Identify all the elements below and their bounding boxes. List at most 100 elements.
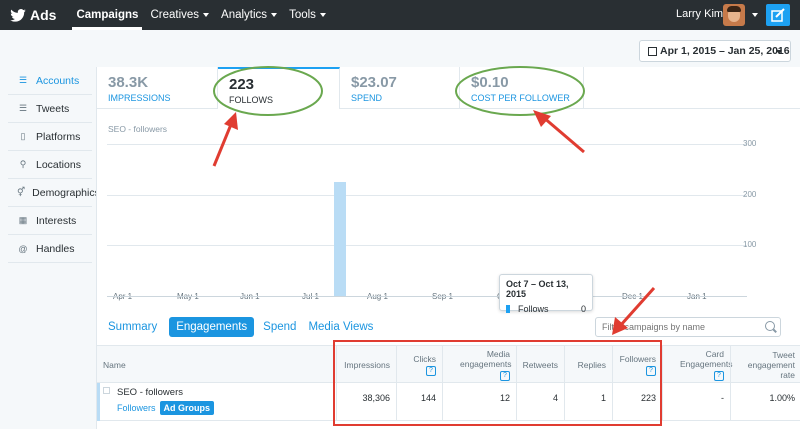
avatar-hair [727, 6, 741, 12]
help-icon[interactable]: ? [426, 366, 436, 376]
metric-value: $0.10 [471, 74, 509, 91]
nav-campaigns-label: Campaigns [76, 9, 139, 21]
sidebar-item-tweets[interactable]: ☰ Tweets [8, 95, 92, 123]
help-icon[interactable]: ? [646, 366, 656, 376]
sidebar-item-handles[interactable]: @ Handles [8, 235, 92, 263]
metric-label: SPEND [351, 93, 383, 103]
date-range-label: Apr 1, 2015 – Jan 25, 2016 [660, 45, 790, 57]
twitter-bird-icon [10, 8, 26, 22]
cell-followers: 223 [612, 383, 662, 421]
cell-tweet-engagement-rate: 1.00% [730, 383, 800, 421]
view-tabs: Summary Engagements Spend Media Views [108, 317, 385, 337]
tooltip-label: Follows [518, 304, 549, 314]
brand-label: Ads [30, 7, 57, 23]
sidebar: ☰ Accounts ☰ Tweets ▯ Platforms ⚲ Locations … [8, 67, 100, 263]
col-impressions[interactable]: Impressions [336, 346, 396, 384]
y-tick-label: 100 [743, 240, 757, 250]
sidebar-item-accounts[interactable]: ☰ Accounts [8, 67, 92, 95]
tab-media-views[interactable]: Media Views [308, 321, 374, 333]
col-clicks[interactable]: Clicks? [396, 346, 442, 384]
tooltip-swatch [506, 305, 510, 313]
sidebar-item-label: Handles [36, 242, 75, 255]
filter-campaigns-input[interactable] [595, 317, 781, 337]
nav-tools[interactable]: Tools [289, 0, 326, 30]
sidebar-item-label: Platforms [36, 130, 81, 143]
col-label: Name [103, 360, 126, 370]
help-icon[interactable]: ? [500, 371, 510, 381]
list-icon: ☰ [18, 103, 28, 113]
col-card-engagements[interactable]: Card Engagements? [662, 346, 733, 384]
nav-analytics[interactable]: Analytics [221, 0, 278, 30]
tab-spend[interactable]: Spend [263, 321, 297, 333]
sidebar-item-demographics[interactable]: ⚥ Demographics [8, 179, 100, 207]
gridline [107, 194, 747, 196]
metric-value: 223 [229, 76, 255, 93]
cell-media-engagements: 12 [442, 383, 516, 421]
metric-value: $23.07 [351, 74, 397, 91]
col-tweet-engagement-rate[interactable]: Tweet engagement rate [730, 346, 800, 384]
avatar[interactable] [723, 4, 745, 26]
sidebar-item-locations[interactable]: ⚲ Locations [8, 151, 92, 179]
metric-spend[interactable]: $23.07 SPEND [340, 67, 460, 109]
col-label: Clicks [413, 354, 436, 364]
col-label: Card Engagements [680, 349, 733, 369]
sidebar-item-interests[interactable]: ▦ Interests [8, 207, 92, 235]
top-nav: Ads Campaigns Creatives Analytics Tools … [0, 0, 800, 30]
cell-clicks: 144 [396, 383, 442, 421]
sidebar-item-platforms[interactable]: ▯ Platforms [8, 123, 92, 151]
tooltip-title: Oct 7 – Oct 13, 2015 [506, 279, 569, 299]
col-label: Retweets [522, 360, 558, 370]
nav-tools-label: Tools [289, 9, 316, 21]
table-row[interactable]: SEO - followers Followers Ad Groups 38,3… [97, 383, 800, 421]
phone-icon: ▯ [20, 131, 26, 141]
cell-card-engagements: - [662, 383, 730, 421]
metric-cost-per-follower[interactable]: $0.10 COST PER FOLLOWER [460, 67, 584, 109]
metric-follows[interactable]: 223 FOLLOWS [218, 67, 340, 109]
main-panel: 38.3K IMPRESSIONS 223 FOLLOWS $23.07 SPEND … [96, 67, 800, 429]
sidebar-item-label: Demographics [32, 186, 100, 199]
col-media-engagements[interactable]: Media engagements? [442, 346, 516, 384]
cell-retweets: 4 [516, 383, 564, 421]
gender-icon: ⚥ [17, 187, 26, 197]
tooltip-value: 0 [580, 304, 586, 314]
metric-bar: 38.3K IMPRESSIONS 223 FOLLOWS $23.07 SPEND … [97, 67, 800, 109]
ad-groups-badge[interactable]: Ad Groups [159, 401, 215, 415]
chart-title: SEO - followers [108, 124, 168, 134]
compose-glyph [771, 8, 785, 22]
col-replies[interactable]: Replies [564, 346, 612, 384]
cell-replies: 1 [564, 383, 612, 421]
date-range-picker[interactable]: Apr 1, 2015 – Jan 25, 2016 [639, 40, 791, 62]
campaign-objective[interactable]: Followers [117, 403, 156, 413]
brand[interactable]: Ads [10, 7, 56, 23]
campaign-name[interactable]: SEO - followers [117, 387, 183, 398]
sidebar-item-label: Interests [36, 214, 77, 227]
gridline [107, 245, 747, 247]
nav-campaigns[interactable]: Campaigns [72, 0, 143, 30]
col-retweets[interactable]: Retweets [516, 346, 564, 384]
col-name[interactable]: Name [97, 346, 336, 384]
nav-creatives[interactable]: Creatives [150, 0, 210, 30]
calendar-icon [648, 46, 657, 56]
metric-impressions[interactable]: 38.3K IMPRESSIONS [97, 67, 218, 109]
help-icon[interactable]: ? [714, 371, 724, 381]
chevron-down-icon [203, 13, 210, 17]
chevron-down-icon[interactable] [752, 13, 758, 17]
user-name: Larry Kim [676, 8, 724, 20]
list-icon: ☰ [18, 75, 28, 85]
search-icon[interactable] [765, 321, 775, 331]
col-label: Impressions [344, 360, 390, 370]
y-tick-label: 300 [743, 139, 757, 149]
compose-icon[interactable] [766, 4, 790, 26]
chart-bar[interactable] [334, 182, 346, 296]
col-label: Followers [619, 354, 656, 364]
grid-icon: ▦ [18, 215, 28, 225]
tab-engagements[interactable]: Engagements [169, 317, 255, 337]
sidebar-item-label: Locations [36, 158, 81, 171]
row-checkbox[interactable] [103, 387, 110, 394]
x-axis-line [107, 296, 747, 297]
col-label: Media engagements [460, 349, 512, 369]
row-indicator [97, 383, 100, 421]
col-followers[interactable]: Followers? [612, 346, 662, 384]
nav-creatives-label: Creatives [150, 9, 200, 21]
tab-summary[interactable]: Summary [108, 321, 158, 333]
